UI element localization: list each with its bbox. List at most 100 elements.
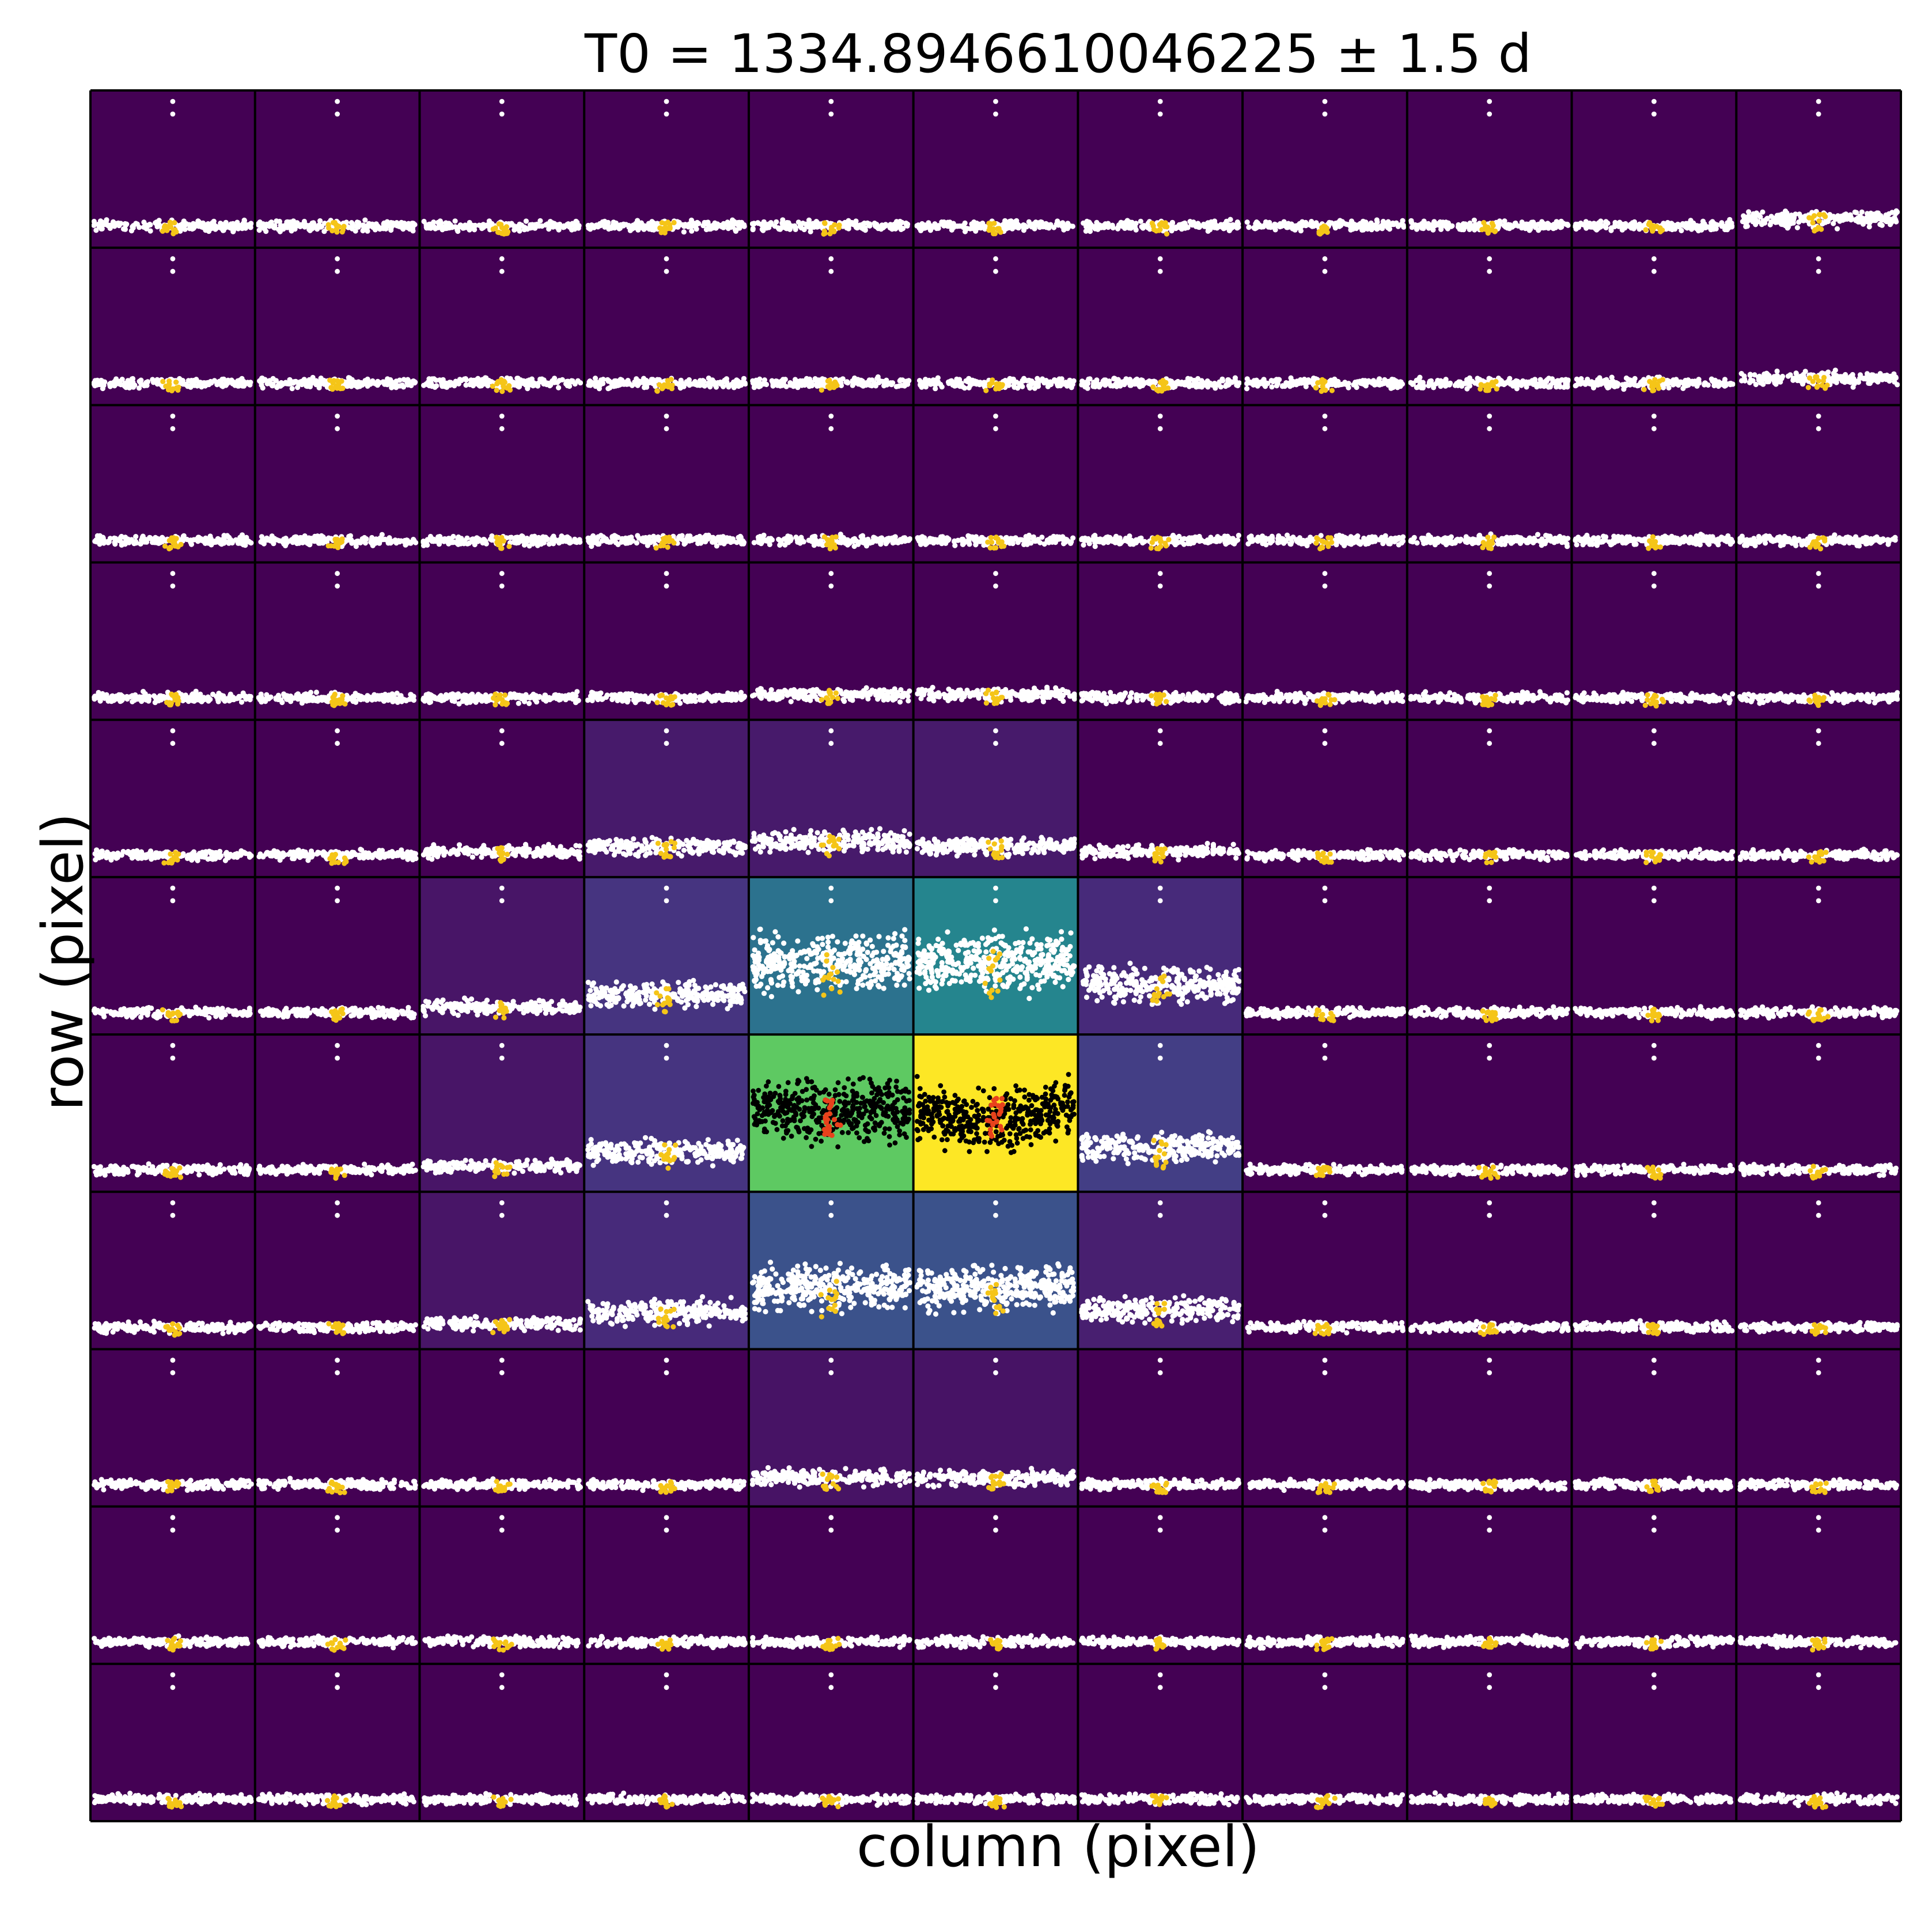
flux-point bbox=[1554, 219, 1559, 225]
flux-point bbox=[595, 383, 601, 389]
flux-point bbox=[1893, 219, 1899, 225]
flux-point bbox=[1390, 385, 1396, 390]
flux-point bbox=[1394, 380, 1400, 385]
flux-point bbox=[1514, 383, 1520, 389]
flux-point bbox=[1332, 378, 1338, 384]
outlier-point bbox=[335, 111, 340, 117]
flux-point bbox=[1415, 223, 1420, 229]
transit-point bbox=[1811, 213, 1817, 219]
transit-point bbox=[1810, 220, 1816, 226]
flux-point bbox=[274, 218, 279, 224]
flux-point bbox=[725, 221, 730, 226]
flux-point bbox=[367, 380, 373, 385]
pixel-cell-r1-c5 bbox=[913, 248, 1078, 405]
flux-point bbox=[1014, 218, 1020, 223]
transit-point bbox=[1641, 386, 1647, 392]
flux-point bbox=[846, 218, 851, 223]
transit-point bbox=[991, 221, 997, 226]
flux-point bbox=[1780, 222, 1786, 228]
outlier-point bbox=[1816, 256, 1821, 261]
flux-point bbox=[585, 222, 591, 229]
transit-point bbox=[160, 228, 165, 234]
flux-point bbox=[1226, 381, 1232, 388]
flux-point bbox=[421, 382, 427, 388]
flux-point bbox=[1306, 222, 1312, 228]
flux-point bbox=[1089, 223, 1094, 229]
flux-point bbox=[360, 222, 366, 228]
transit-point bbox=[991, 226, 997, 232]
flux-point bbox=[1384, 379, 1389, 385]
flux-point bbox=[237, 223, 243, 229]
flux-point bbox=[1280, 383, 1286, 389]
flux-point bbox=[147, 228, 153, 234]
flux-point bbox=[557, 221, 563, 228]
transit-point bbox=[1320, 384, 1325, 389]
flux-point bbox=[1880, 376, 1886, 381]
lightcurve-r0-c0 bbox=[91, 98, 254, 237]
flux-point bbox=[1218, 223, 1223, 229]
flux-point bbox=[620, 221, 627, 227]
flux-point bbox=[1725, 220, 1730, 226]
pixel-cell-r6-c6 bbox=[1078, 1034, 1243, 1192]
flux-point bbox=[132, 539, 139, 544]
flux-point bbox=[735, 378, 741, 384]
transit-point bbox=[1156, 386, 1162, 393]
flux-point bbox=[1745, 214, 1751, 219]
flux-point bbox=[362, 217, 368, 223]
flux-point bbox=[1236, 380, 1242, 386]
chart-title: T0 = 1334.8946610046225 ± 1.5 d bbox=[92, 23, 1932, 85]
flux-point bbox=[101, 222, 107, 228]
outlier-point bbox=[499, 268, 505, 274]
flux-point bbox=[1087, 229, 1093, 234]
flux-point bbox=[1043, 221, 1049, 226]
flux-point bbox=[240, 542, 246, 548]
flux-point bbox=[880, 225, 886, 230]
outlier-point bbox=[1322, 268, 1328, 274]
flux-point bbox=[1085, 381, 1091, 386]
transit-point bbox=[665, 381, 671, 386]
flux-point bbox=[447, 380, 453, 385]
flux-point bbox=[575, 378, 581, 384]
flux-point bbox=[1741, 213, 1747, 219]
transit-point bbox=[334, 385, 340, 391]
flux-point bbox=[1886, 378, 1892, 384]
transit-point bbox=[160, 378, 166, 385]
flux-point bbox=[873, 223, 878, 229]
flux-point bbox=[1255, 383, 1260, 389]
flux-point bbox=[1895, 382, 1900, 388]
flux-point bbox=[1139, 224, 1145, 230]
flux-point bbox=[616, 382, 622, 388]
flux-point bbox=[1785, 224, 1791, 230]
flux-point bbox=[600, 377, 606, 382]
flux-point bbox=[1859, 209, 1865, 215]
flux-point bbox=[297, 223, 303, 229]
flux-point bbox=[1295, 380, 1301, 385]
flux-point bbox=[354, 219, 360, 225]
flux-point bbox=[111, 380, 116, 385]
flux-point bbox=[126, 378, 132, 384]
flux-point bbox=[1779, 217, 1785, 222]
flux-point bbox=[122, 383, 128, 389]
flux-point bbox=[1234, 221, 1240, 227]
transit-point bbox=[168, 545, 173, 551]
flux-point bbox=[289, 386, 295, 392]
flux-point bbox=[276, 381, 282, 387]
flux-point bbox=[1393, 220, 1399, 226]
flux-point bbox=[1428, 223, 1434, 229]
flux-point bbox=[1033, 219, 1039, 225]
flux-point bbox=[1873, 378, 1879, 384]
flux-point bbox=[697, 378, 703, 384]
flux-point bbox=[147, 535, 153, 541]
flux-point bbox=[718, 380, 723, 385]
transit-point bbox=[667, 225, 673, 230]
transit-point bbox=[822, 221, 828, 226]
flux-point bbox=[1563, 377, 1569, 382]
flux-point bbox=[1475, 376, 1480, 381]
flux-point bbox=[1549, 225, 1555, 230]
flux-point bbox=[452, 218, 458, 224]
flux-point bbox=[695, 220, 700, 226]
flux-point bbox=[959, 381, 964, 387]
flux-point bbox=[1834, 226, 1840, 232]
transit-point bbox=[1164, 231, 1170, 237]
flux-point bbox=[1438, 223, 1444, 229]
